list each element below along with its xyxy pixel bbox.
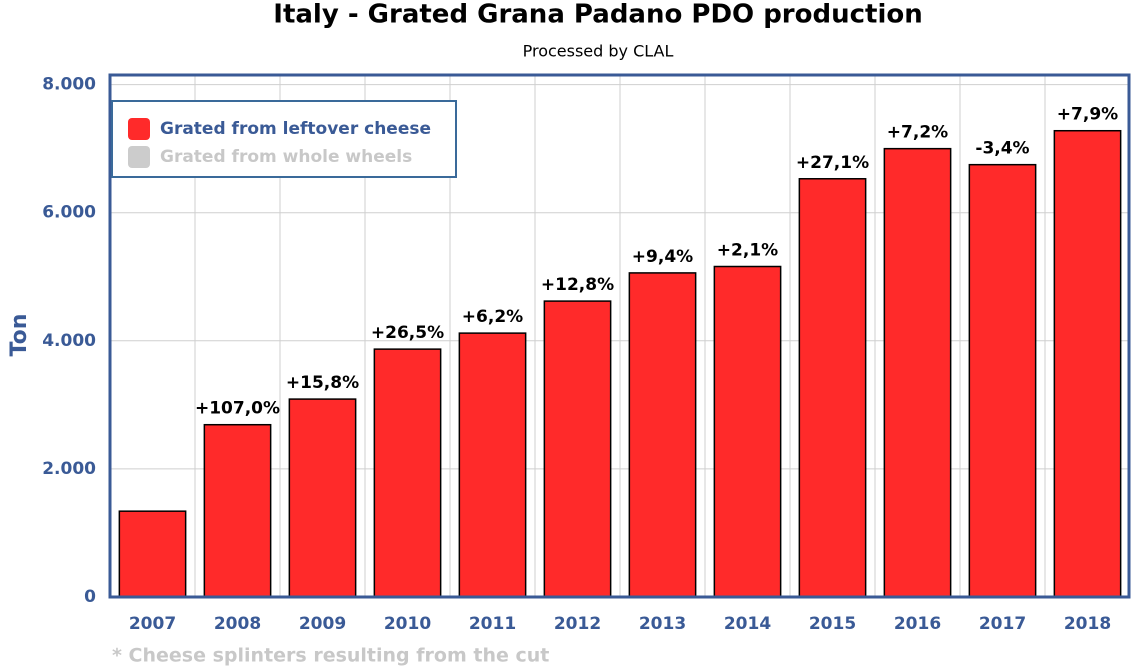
change-label: +12,8% (541, 275, 614, 295)
change-label: +15,8% (286, 373, 359, 393)
x-tick-label: 2008 (214, 614, 261, 634)
bar (883, 147, 952, 598)
y-tick-label: 6.000 (42, 203, 96, 223)
x-tick-label: 2009 (299, 614, 346, 634)
change-label: +2,1% (717, 241, 778, 261)
legend-swatch (128, 118, 150, 140)
y-tick-label: 8.000 (42, 75, 96, 95)
bar (713, 265, 782, 598)
plot-frame (108, 73, 1131, 599)
bar (968, 163, 1037, 598)
bar (203, 423, 272, 598)
y-tick-label: 2.000 (42, 459, 96, 479)
legend-label: Grated from whole wheels (160, 147, 412, 167)
footnote: * Cheese splinters resulting from the cu… (112, 645, 549, 667)
x-tick-label: 2014 (724, 614, 771, 634)
x-tick-label: 2013 (639, 614, 686, 634)
bar (458, 332, 527, 598)
change-label: +6,2% (462, 307, 523, 327)
change-label: +9,4% (632, 247, 693, 267)
bar (628, 272, 697, 598)
bar (543, 300, 612, 598)
bar (288, 398, 357, 598)
chart-subtitle: Processed by CLAL (523, 42, 674, 61)
change-label: +107,0% (195, 399, 280, 419)
change-label: +27,1% (796, 153, 869, 173)
x-tick-label: 2012 (554, 614, 601, 634)
x-tick-label: 2018 (1064, 614, 1111, 634)
x-tick-label: 2011 (469, 614, 516, 634)
bar (373, 348, 442, 598)
y-axis-label: Ton (7, 314, 32, 357)
bar (798, 178, 867, 598)
bar (118, 510, 187, 598)
legend-swatch (128, 146, 150, 168)
change-label: -3,4% (975, 139, 1029, 159)
change-label: +7,9% (1057, 105, 1118, 125)
change-label: +7,2% (887, 123, 948, 143)
bar (1053, 129, 1122, 598)
change-label: +26,5% (371, 323, 444, 343)
legend-box (111, 100, 457, 178)
y-tick-label: 4.000 (42, 331, 96, 351)
x-tick-label: 2007 (129, 614, 176, 634)
y-tick-label: 0 (84, 587, 96, 607)
chart-title: Italy - Grated Grana Padano PDO producti… (273, 0, 922, 30)
x-tick-label: 2017 (979, 614, 1026, 634)
x-tick-label: 2015 (809, 614, 856, 634)
x-tick-label: 2010 (384, 614, 431, 634)
legend-label: Grated from leftover cheese (160, 119, 431, 139)
x-tick-label: 2016 (894, 614, 941, 634)
